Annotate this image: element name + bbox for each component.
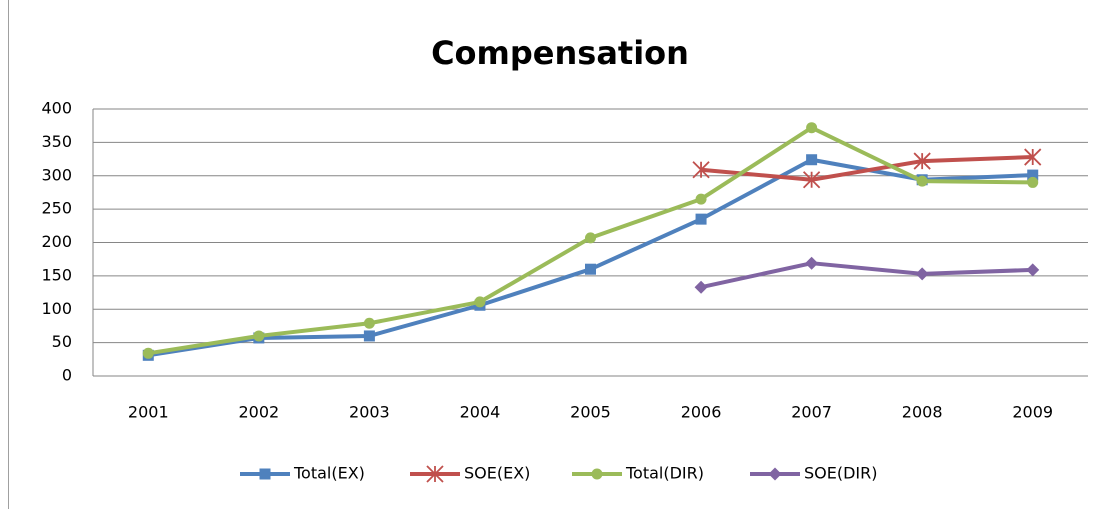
y-tick-label: 200 — [41, 232, 72, 251]
data-point — [916, 175, 928, 187]
legend-label: Total(EX) — [293, 464, 365, 483]
y-tick-label: 400 — [41, 99, 72, 118]
legend-label: SOE(DIR) — [804, 464, 878, 483]
x-tick-label: 2002 — [238, 403, 279, 422]
x-tick-label: 2008 — [902, 403, 943, 422]
data-point — [805, 256, 819, 270]
chart-title: Compensation — [431, 34, 689, 72]
legend-label: SOE(EX) — [464, 464, 530, 483]
data-point — [142, 347, 154, 359]
data-point — [1027, 169, 1039, 181]
data-point — [1024, 148, 1042, 166]
data-point — [363, 317, 375, 329]
data-point — [915, 267, 929, 281]
data-point — [1027, 176, 1039, 188]
y-tick-label: 100 — [41, 299, 72, 318]
legend-marker — [259, 468, 271, 480]
x-tick-label: 2004 — [460, 403, 501, 422]
legend-marker — [426, 465, 444, 483]
data-point — [474, 296, 486, 308]
legend-marker — [591, 468, 603, 480]
y-tick-label: 250 — [41, 199, 72, 218]
data-point — [913, 152, 931, 170]
x-tick-label: 2006 — [681, 403, 722, 422]
series-line — [700, 261, 1033, 290]
series-line — [700, 155, 1033, 182]
data-point — [692, 161, 710, 179]
data-point — [1026, 263, 1040, 277]
x-tick-label: 2009 — [1012, 403, 1053, 422]
data-point — [363, 330, 375, 342]
data-point — [585, 232, 596, 244]
data-point — [806, 154, 818, 166]
data-point — [253, 330, 265, 342]
data-point — [694, 280, 708, 294]
y-tick-label: 350 — [41, 132, 72, 151]
y-tick-label: 0 — [62, 366, 72, 385]
x-tick-label: 2005 — [570, 403, 611, 422]
y-tick-label: 300 — [41, 165, 72, 184]
data-point — [806, 122, 818, 134]
series-line — [147, 157, 1033, 358]
data-point — [695, 193, 707, 205]
data-point — [802, 171, 821, 189]
x-tick-label: 2003 — [349, 403, 390, 422]
x-tick-label: 2007 — [791, 403, 832, 422]
x-tick-label: 2001 — [128, 403, 169, 422]
y-tick-label: 150 — [41, 265, 72, 284]
legend-marker — [768, 467, 782, 481]
data-point — [695, 213, 707, 225]
y-tick-label: 50 — [52, 332, 72, 351]
legend-label: Total(DIR) — [625, 464, 704, 483]
data-point — [585, 263, 596, 275]
